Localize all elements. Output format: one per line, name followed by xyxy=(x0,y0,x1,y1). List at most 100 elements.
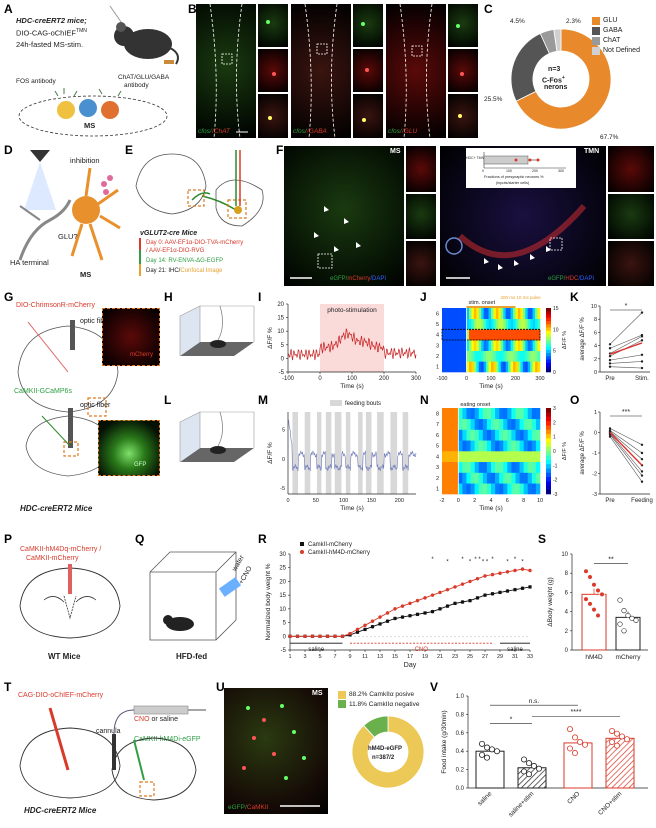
n-cell xyxy=(515,440,520,452)
k-ytick-label-4: 8 xyxy=(594,317,597,323)
n-cell xyxy=(503,461,508,473)
n-onset-label: eating onset xyxy=(460,402,490,408)
c-slice-0 xyxy=(515,28,612,130)
c-legend-label-3: Not Defined xyxy=(603,47,640,54)
n-xlabel: Time (s) xyxy=(479,505,503,512)
j-cell xyxy=(522,361,526,373)
n-cell xyxy=(478,408,484,420)
j-cell xyxy=(464,361,467,373)
b-micrograph-chat-zoom2 xyxy=(258,49,288,92)
j-cell xyxy=(471,361,475,373)
n-cell xyxy=(442,461,447,473)
j-cell xyxy=(446,350,450,362)
panel-label-e: E xyxy=(125,143,134,157)
m-xtick-label-0: 0 xyxy=(286,498,289,504)
j-xtick-label-2: 100 xyxy=(486,376,495,382)
f-ms-zoom3 xyxy=(406,241,436,286)
j-cell xyxy=(510,308,514,319)
r-xlabel: Day xyxy=(404,662,417,669)
j-cell xyxy=(522,318,526,330)
n-cell xyxy=(474,440,480,452)
j-cell xyxy=(500,308,504,319)
j-cell xyxy=(532,340,536,351)
n-cell xyxy=(458,408,463,420)
j-cell xyxy=(466,308,470,319)
j-cell xyxy=(491,308,494,319)
n-cell xyxy=(531,429,537,441)
j-cbar-seg xyxy=(546,346,551,350)
n-cbar-seg xyxy=(546,451,551,456)
c-legend-label-1: GABA xyxy=(603,27,623,34)
j-cell xyxy=(449,361,453,373)
j-cell xyxy=(459,308,462,319)
a-condition: 24h-fasted MS-stim. xyxy=(16,40,84,49)
n-ytick-label-4: 5 xyxy=(436,444,439,450)
b-micrograph-chat-zoom1 xyxy=(258,4,288,47)
r-point-1-31 xyxy=(520,567,525,571)
c-legend-swatch-2 xyxy=(592,37,600,45)
a-fos-antibody: FOS antibody xyxy=(16,78,56,85)
j-cell xyxy=(466,350,470,362)
v-point-1-3 xyxy=(536,765,543,772)
o-pair-line-1 xyxy=(609,430,643,454)
i-xtick-label-4: 300 xyxy=(411,376,422,382)
n-cell xyxy=(458,451,463,463)
n-cell xyxy=(499,461,504,473)
j-cell xyxy=(456,340,460,351)
n-cell xyxy=(519,418,524,430)
j-cell xyxy=(522,308,526,319)
v-point-3-3 xyxy=(623,736,630,743)
r-xtick-label-10: 21 xyxy=(437,654,443,660)
n-cell xyxy=(535,418,541,430)
n-cbar-seg xyxy=(546,412,551,417)
j-cbar-tick-3: 15 xyxy=(553,306,559,312)
k-point-pre-0 xyxy=(608,343,612,346)
r-xtick-label-2: 5 xyxy=(318,654,321,660)
r-point-0-12 xyxy=(378,622,382,626)
n-cell xyxy=(478,483,484,495)
j-xtick-label-0: -100 xyxy=(436,376,447,382)
i-ytick-label-4: 15 xyxy=(277,316,284,322)
r-ytick-label-7: 30 xyxy=(279,552,286,558)
n-cell xyxy=(491,440,496,452)
m-feeding-bout-1 xyxy=(304,412,311,494)
r-point-0-18 xyxy=(423,611,427,615)
s-ytick-label-3: 6 xyxy=(565,590,569,596)
j-cell xyxy=(535,329,538,341)
n-cell xyxy=(442,472,447,484)
j-cell xyxy=(527,308,531,319)
i-trace-line xyxy=(287,328,417,361)
r-point-0-28 xyxy=(498,590,502,594)
n-cell xyxy=(511,451,516,463)
j-cell xyxy=(449,308,453,319)
p-virus2: CaMKII-mCherry xyxy=(26,555,79,562)
j-cell xyxy=(503,329,506,341)
i-ytick-label-5: 20 xyxy=(277,302,284,308)
n-cell xyxy=(446,429,451,441)
r-point-1-14 xyxy=(393,607,397,611)
k-pair-line-4 xyxy=(609,354,643,361)
n-cell xyxy=(450,440,455,452)
j-cell xyxy=(446,361,450,373)
j-cell xyxy=(459,361,462,373)
n-cell xyxy=(495,472,500,484)
j-cell xyxy=(530,361,533,373)
r-point-0-22 xyxy=(453,601,457,605)
n-cell xyxy=(499,429,504,441)
n-cbar-tick-6: 3 xyxy=(553,406,556,412)
n-cell xyxy=(462,429,467,441)
n-cell xyxy=(511,408,516,420)
m-ytick-label-1: 0 xyxy=(282,457,285,463)
n-cbar-tick-2: -1 xyxy=(553,463,558,469)
n-cell xyxy=(446,418,451,430)
k-point-pre-5 xyxy=(608,362,612,365)
n-xtick-label-4: 6 xyxy=(506,498,509,504)
n-cbar-tick-1: -2 xyxy=(553,478,558,484)
f-micrograph-ms xyxy=(284,146,404,286)
r-xtick-label-4: 9 xyxy=(348,654,351,660)
n-cell xyxy=(482,418,488,430)
g-virus1: DIO-ChrimsonR-mCherry xyxy=(16,302,95,309)
v-point-2-1 xyxy=(571,734,578,741)
j-cell xyxy=(495,350,499,362)
j-cell xyxy=(446,329,450,341)
